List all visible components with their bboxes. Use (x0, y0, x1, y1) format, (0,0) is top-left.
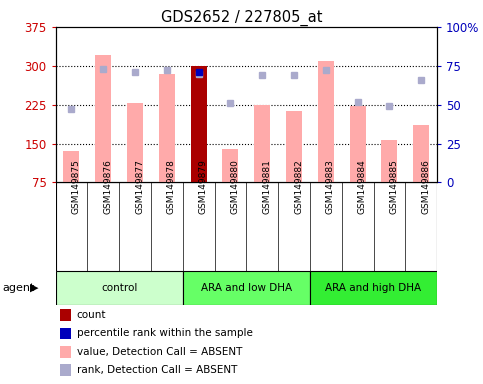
Text: value, Detection Call = ABSENT: value, Detection Call = ABSENT (77, 347, 242, 357)
Bar (56, 271, 183, 305)
Bar (63, 151, 79, 182)
Bar (318, 61, 334, 182)
Bar (254, 104, 270, 182)
Text: GSM149880: GSM149880 (230, 159, 240, 214)
Text: GSM149878: GSM149878 (167, 159, 176, 214)
Bar (286, 111, 302, 182)
Text: percentile rank within the sample: percentile rank within the sample (77, 328, 253, 338)
Bar (127, 103, 143, 182)
Text: rank, Detection Call = ABSENT: rank, Detection Call = ABSENT (77, 365, 237, 375)
Text: control: control (101, 283, 137, 293)
Text: agent: agent (2, 283, 35, 293)
Text: ARA and high DHA: ARA and high DHA (326, 283, 422, 293)
Bar (191, 66, 207, 182)
Text: GSM149886: GSM149886 (421, 159, 430, 214)
Text: GSM149881: GSM149881 (262, 159, 271, 214)
Bar (413, 125, 429, 182)
Text: GSM149877: GSM149877 (135, 159, 144, 214)
Bar (159, 74, 175, 182)
Text: GSM149879: GSM149879 (199, 159, 208, 214)
Text: GSM149883: GSM149883 (326, 159, 335, 214)
Text: GSM149876: GSM149876 (103, 159, 112, 214)
Bar (350, 106, 366, 182)
Text: GSM149885: GSM149885 (389, 159, 398, 214)
Bar (223, 149, 239, 182)
Text: GSM149882: GSM149882 (294, 159, 303, 214)
Text: ▶: ▶ (30, 283, 39, 293)
Bar (310, 271, 437, 305)
Text: count: count (77, 310, 106, 320)
Bar (382, 140, 398, 182)
Text: ARA and low DHA: ARA and low DHA (201, 283, 292, 293)
Text: GSM149875: GSM149875 (71, 159, 81, 214)
Text: GDS2652 / 227805_at: GDS2652 / 227805_at (161, 10, 322, 26)
Bar (183, 271, 310, 305)
Bar (95, 55, 111, 182)
Text: GSM149884: GSM149884 (357, 159, 367, 214)
